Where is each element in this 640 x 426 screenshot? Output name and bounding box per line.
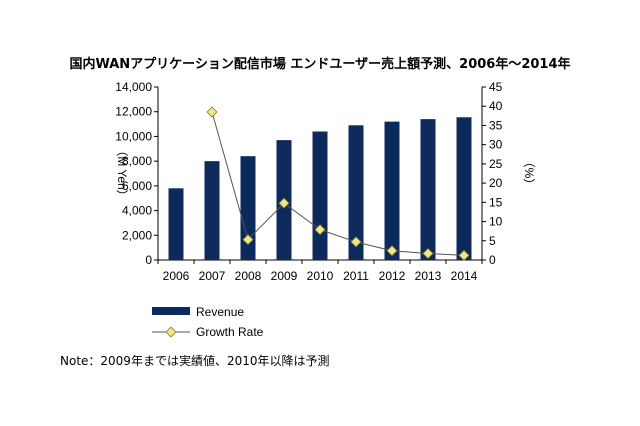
chart-note: Note：2009年までは実績値、2010年以降は予測	[60, 354, 330, 368]
revenue-bar	[456, 117, 472, 261]
growth-rate-point	[458, 249, 470, 261]
growth-rate-point	[386, 245, 398, 257]
left-tick-label: 6,000	[122, 179, 152, 193]
growth-rate-point	[422, 247, 434, 259]
legend-revenue-label: Revenue	[196, 305, 244, 319]
growth-rate-point	[206, 106, 218, 118]
legend-growth-marker	[165, 326, 177, 338]
left-tick-label: 14,000	[115, 80, 152, 94]
x-tick-label: 2010	[307, 269, 334, 283]
right-tick-label: 35	[489, 118, 503, 132]
legend-revenue-swatch	[152, 307, 190, 315]
y2-axis-label: （%）	[522, 156, 536, 191]
growth-rate-point	[278, 197, 290, 209]
chart-title: 国内WANアプリケーション配信市場 エンドユーザー売上額予測、2006年～201…	[69, 57, 571, 72]
right-tick-label: 25	[489, 157, 503, 171]
x-tick-label: 2007	[199, 269, 226, 283]
revenue-bar	[240, 156, 256, 260]
growth-rate-point	[242, 234, 254, 246]
revenue-bar	[420, 119, 436, 260]
right-tick-label: 40	[489, 99, 503, 113]
x-tick-label: 2008	[235, 269, 262, 283]
right-tick-label: 10	[489, 215, 503, 229]
x-tick-label: 2011	[343, 269, 369, 283]
left-tick-label: 4,000	[122, 204, 152, 218]
x-tick-label: 2013	[415, 269, 442, 283]
revenue-bar	[168, 188, 184, 260]
x-tick-label: 2006	[163, 269, 190, 283]
left-tick-label: 2,000	[122, 228, 152, 242]
x-tick-label: 2012	[379, 269, 406, 283]
right-tick-label: 45	[489, 80, 503, 94]
right-tick-label: 5	[489, 234, 496, 248]
y-axis-label: （M Yen）	[115, 144, 129, 201]
right-tick-label: 20	[489, 176, 503, 190]
x-tick-label: 2014	[451, 269, 478, 283]
revenue-bar	[384, 121, 400, 260]
legend-growth-label: Growth Rate	[196, 325, 264, 339]
revenue-bar	[204, 161, 220, 260]
growth-rate-point	[314, 224, 326, 236]
left-tick-label: 12,000	[115, 105, 152, 119]
left-tick-label: 8,000	[122, 154, 152, 168]
growth-rate-line	[211, 111, 465, 256]
revenue-bar	[312, 131, 328, 260]
left-tick-label: 0	[145, 253, 152, 267]
x-tick-label: 2009	[271, 269, 298, 283]
right-tick-label: 15	[489, 195, 503, 209]
right-tick-label: 0	[489, 253, 496, 267]
left-tick-label: 10,000	[115, 129, 152, 143]
right-tick-label: 30	[489, 138, 503, 152]
revenue-bar	[348, 125, 364, 260]
growth-rate-point	[350, 236, 362, 248]
